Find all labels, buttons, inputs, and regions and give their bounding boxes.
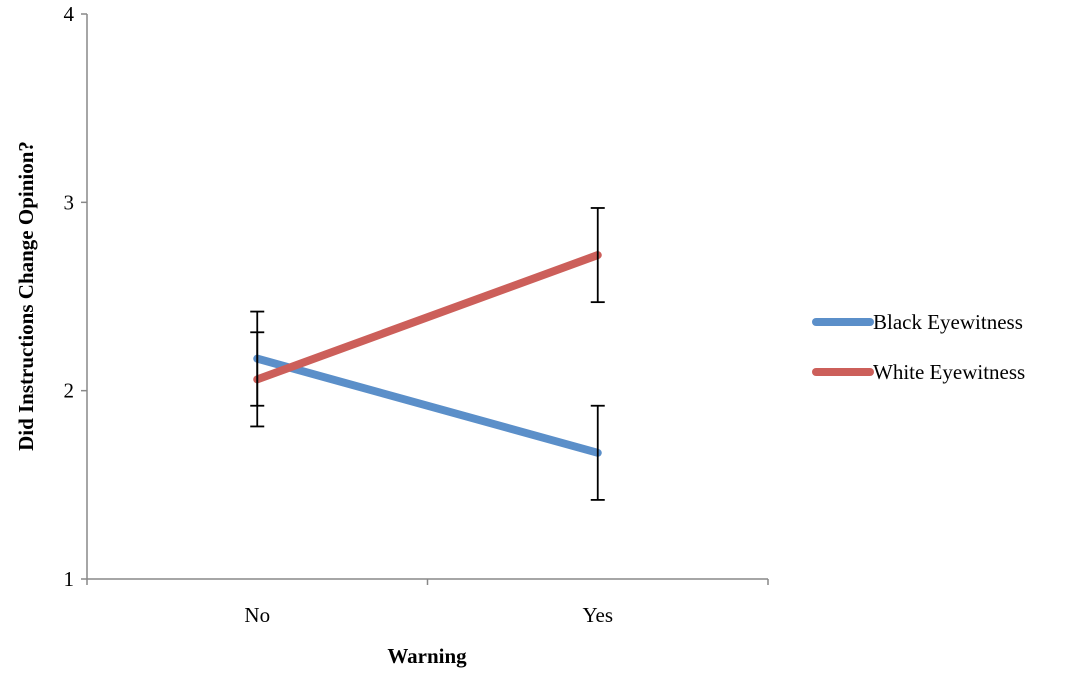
error-bars (250, 207, 605, 501)
error-bar (250, 331, 265, 428)
x-axis-title: Warning (387, 644, 467, 668)
y-tick-label: 2 (64, 379, 75, 403)
y-tick-label: 4 (64, 2, 75, 26)
x-tick-label: Yes (582, 603, 613, 627)
error-bar (590, 404, 605, 501)
error-bar (590, 207, 605, 304)
y-axis-title: Did Instructions Change Opinion? (14, 141, 38, 451)
legend-label: Black Eyewitness (873, 310, 1023, 334)
y-ticks: 1 2 3 4 (64, 2, 87, 591)
series-line-white-eyewitness (253, 251, 602, 384)
x-tick-label: No (244, 603, 270, 627)
x-ticks: No Yes (86, 579, 769, 627)
y-tick-label: 1 (64, 567, 75, 591)
series-line-black-eyewitness (253, 354, 602, 457)
y-tick-label: 3 (64, 190, 75, 214)
legend: Black Eyewitness White Eyewitness (812, 310, 1025, 384)
legend-label: White Eyewitness (873, 360, 1025, 384)
series-lines (253, 251, 602, 457)
axes (86, 14, 768, 580)
